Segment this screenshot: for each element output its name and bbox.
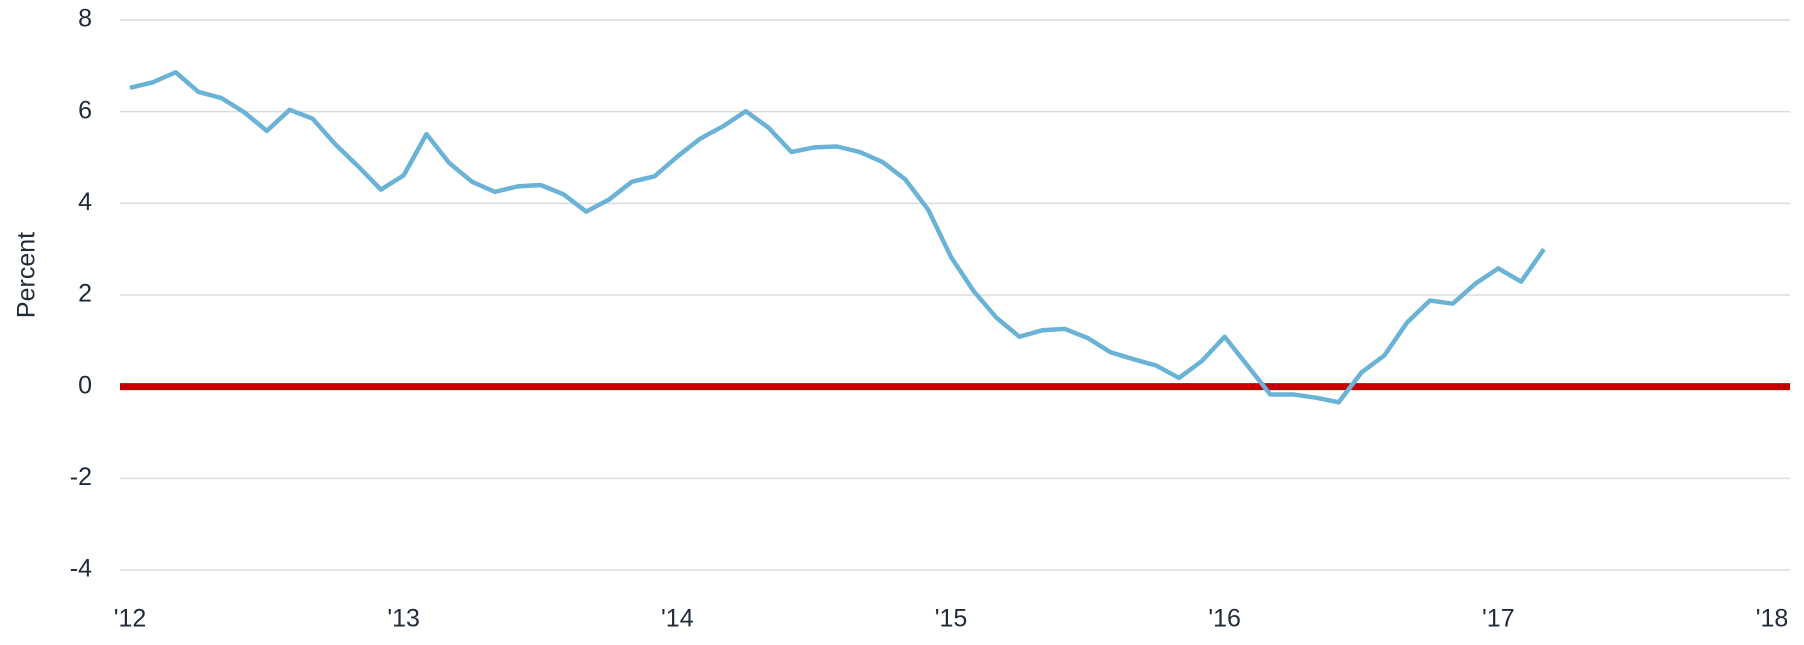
y-tick-label: -4 bbox=[70, 555, 92, 583]
x-tick-label: '16 bbox=[1208, 605, 1241, 633]
x-tick-label: '14 bbox=[661, 605, 694, 633]
y-tick-label: 4 bbox=[78, 188, 92, 216]
y-axis-label: Percent bbox=[13, 232, 41, 318]
y-tick-label: 0 bbox=[78, 371, 92, 399]
y-tick-label: -2 bbox=[70, 463, 92, 491]
x-tick-label: '18 bbox=[1756, 605, 1789, 633]
x-tick-label: '15 bbox=[935, 605, 968, 633]
x-tick-label: '13 bbox=[387, 605, 420, 633]
data-line bbox=[129, 70, 1546, 405]
y-tick-label: 2 bbox=[78, 280, 92, 308]
x-tick-label: '17 bbox=[1482, 605, 1515, 633]
y-tick-label: 6 bbox=[78, 96, 92, 124]
y-tick-label: 8 bbox=[78, 5, 92, 33]
x-tick-label: '12 bbox=[114, 605, 147, 633]
